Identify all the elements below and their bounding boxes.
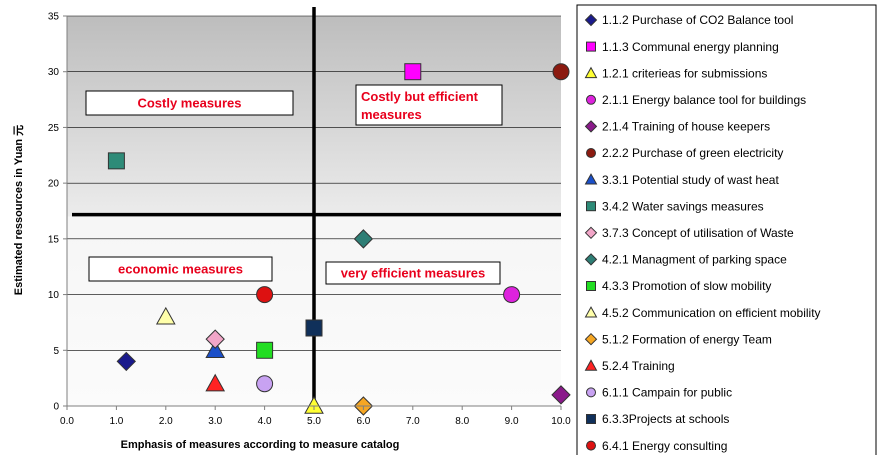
data-point-triangle (205, 340, 226, 358)
legend-marker-square (586, 41, 596, 52)
x-tick-label: 9.0 (505, 416, 519, 427)
x-tick-label: 0.0 (60, 416, 74, 427)
data-point-diamond (353, 229, 374, 249)
x-tick-label: 5.0 (307, 416, 321, 427)
legend-box (576, 4, 877, 455)
legend-entry: 2.2.2 Purchase of green electricity (602, 146, 783, 160)
legend-marker-square (586, 201, 596, 212)
legend-entry: 2.1.1 Energy balance tool for buildings (602, 93, 806, 107)
quadrant-label-line: measures (361, 107, 422, 122)
legend-entry: 6.4.1 Energy consulting (602, 439, 727, 453)
data-point-circle (256, 286, 274, 304)
legend-marker-circle (586, 148, 596, 158)
legend-marker-triangle (584, 306, 598, 318)
legend-entry: 1.2.1 criterieas for submissions (602, 66, 767, 80)
quadrant-box-bottom-right (325, 261, 501, 285)
quadrant-box-top-left (85, 90, 294, 116)
y-tick-label: 30 (48, 67, 60, 78)
axes: 0 5 10 15 20 25 30 35 0.0 1.0 2.0 3.0 4.0 5.0 6.0 7.0 8.… (48, 12, 571, 428)
data-point-diamond (116, 351, 136, 372)
legend-entry: 3.3.1 Potential study of wast heat (602, 173, 779, 187)
x-axis-title: Emphasis of measures according to measur… (121, 439, 400, 451)
data-point-square (256, 341, 274, 359)
legend-entry: 5.1.2 Formation of energy Team (602, 332, 772, 346)
data-point-square (404, 63, 422, 81)
data-point-circle (256, 375, 274, 393)
x-tick-label: 4.0 (258, 416, 272, 427)
data-point-diamond (551, 385, 571, 405)
quadrant-dividers (72, 7, 561, 406)
y-tick-label: 20 (48, 179, 60, 190)
y-tick-label: 25 (48, 123, 60, 134)
quadrant-box-top-right (355, 84, 503, 126)
quadrant-label-top-right: Costly but efficient measures (361, 89, 479, 122)
x-tick-label: 3.0 (208, 416, 222, 427)
legend-marker-triangle (584, 66, 598, 79)
legend-marker-diamond (584, 13, 598, 27)
legend-entry: 4.2.1 Managment of parking space (602, 253, 787, 267)
legend-marker-triangle (584, 359, 598, 371)
legend-marker-circle (586, 440, 596, 451)
x-tick-label: 1.0 (109, 416, 123, 427)
quadrant-label-bottom-left: economic measures (118, 262, 243, 277)
legend-marker-circle (586, 387, 596, 398)
legend-entry: 6.3.3Projects at schools (602, 412, 729, 426)
legend-marker-circle (586, 94, 596, 105)
y-tick-label: 5 (53, 346, 59, 357)
quadrant-label-bottom-right: very efficient measures (341, 266, 486, 281)
legend-entry: 2.1.4 Training of house keepers (602, 120, 770, 134)
x-tick-label: 10.0 (551, 416, 571, 427)
x-tick-label: 2.0 (159, 416, 173, 427)
data-point-diamond (205, 329, 225, 349)
legend-marker-diamond (584, 253, 598, 266)
legend-entry: 3.4.2 Water savings measures (602, 199, 764, 213)
quadrant-box-bottom-left (88, 256, 273, 282)
legend-marker-triangle (584, 173, 598, 185)
legend-entry: 3.7.3 Concept of utilisation of Waste (602, 226, 794, 240)
y-axis-title: Estimated ressources in Yuan 元 (12, 125, 25, 295)
legend-entry: 1.1.2 Purchase of CO2 Balance tool (602, 13, 793, 27)
legend-marker-diamond (584, 332, 598, 346)
legend-entry: 4.5.2 Communication on efficient mobilit… (602, 306, 821, 320)
y-tick-label: 15 (48, 234, 60, 245)
quadrant-label-top-left: Costly measures (137, 96, 241, 111)
data-point-square (107, 152, 125, 170)
legend-marker-square (586, 414, 596, 424)
legend-entry: 5.2.4 Training (602, 359, 675, 373)
data-point-triangle (205, 373, 226, 392)
x-tick-label: 6.0 (356, 416, 370, 427)
y-tick-label: 0 (53, 402, 59, 413)
data-point-circle (503, 286, 521, 304)
legend-marker-square (586, 281, 596, 291)
legend-marker-diamond (584, 120, 598, 133)
y-tick-label: 10 (48, 290, 60, 301)
data-point-circle (552, 63, 570, 81)
legend-entry: 4.3.3 Promotion of slow mobility (602, 279, 771, 293)
data-points (107, 63, 571, 416)
data-point-square (305, 319, 323, 337)
legend-marker-diamond (584, 226, 598, 240)
quadrant-label-line: Costly but efficient (361, 89, 479, 104)
legend-entry: 6.1.1 Campain for public (602, 386, 732, 400)
data-point-triangle (304, 395, 324, 414)
legend: 1.1.2 Purchase of CO2 Balance tool 1.1.3 … (576, 4, 877, 455)
data-point-triangle (155, 306, 176, 325)
x-tick-label: 7.0 (406, 416, 420, 427)
quadrant-labels: Costly measures Costly but efficient measu… (85, 84, 503, 285)
legend-entry: 1.1.3 Communal energy planning (602, 40, 779, 54)
y-tick-label: 35 (48, 12, 60, 23)
x-tick-label: 8.0 (455, 416, 469, 427)
